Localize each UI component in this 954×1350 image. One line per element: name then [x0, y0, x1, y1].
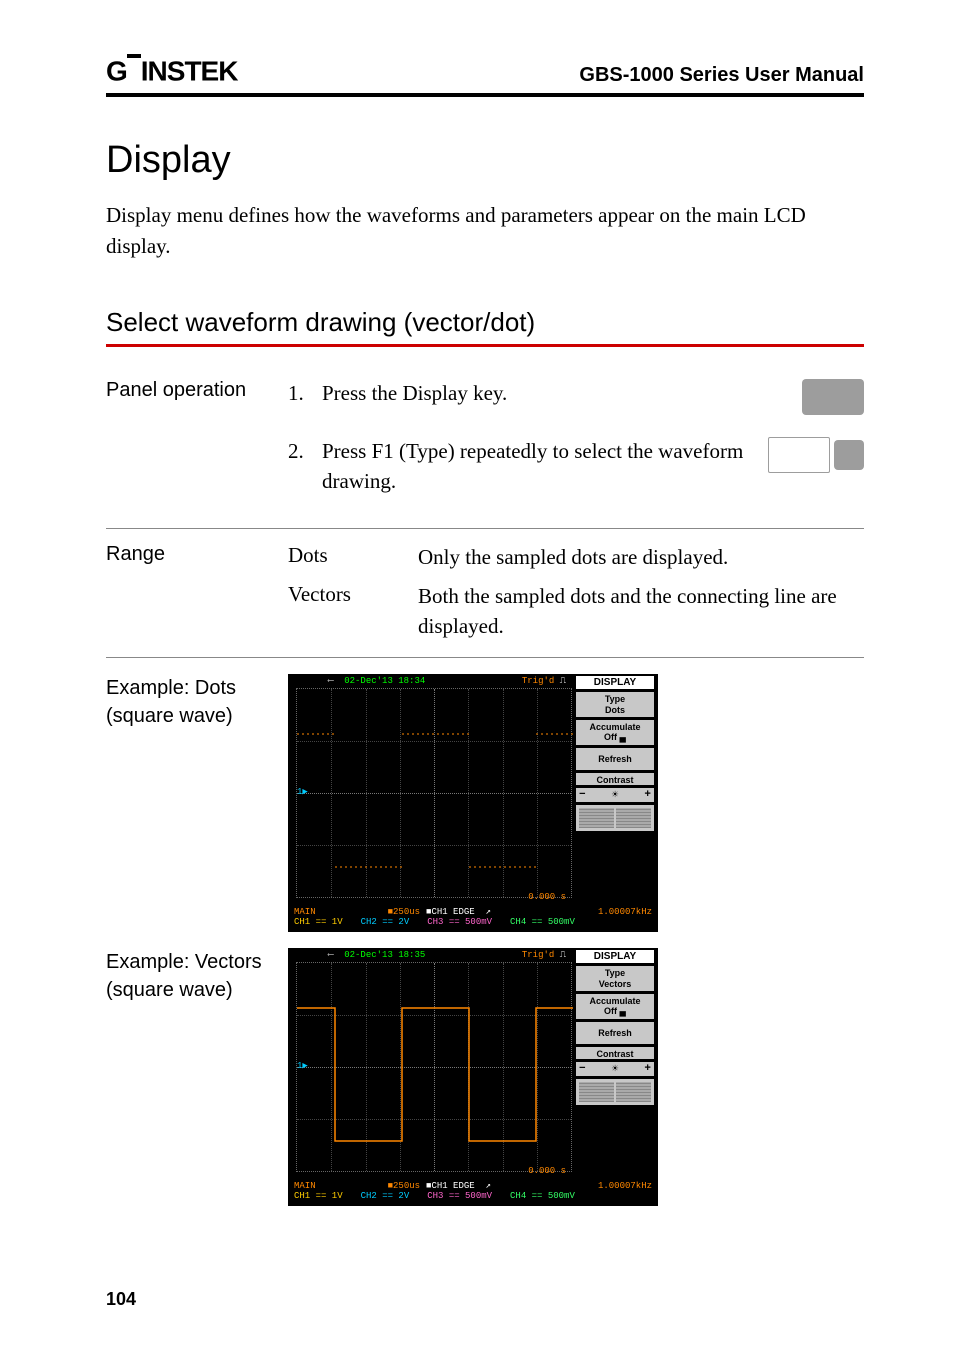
- scope-menu-grid-icons-2: [576, 1079, 654, 1105]
- scope-menu: DISPLAY Type Dots Accumulate Off ▄ Refre…: [576, 676, 654, 831]
- f1-key-icon: [768, 437, 864, 473]
- scope-bottom-bar-2: MAIN ■250us ■CH1 EDGE ↗ 1.00007kHz CH1 =…: [294, 1181, 652, 1203]
- example-vectors-label-l1: Example: Vectors: [106, 951, 262, 973]
- scope-menu-refresh: Refresh: [576, 748, 654, 770]
- scope-menu-type: Type Dots: [576, 692, 654, 717]
- manual-title: GBS-1000 Series User Manual: [579, 64, 864, 87]
- step-1: 1. Press the Display key.: [288, 379, 864, 415]
- step-2-text: Press F1 (Type) repeatedly to select the…: [322, 437, 748, 496]
- range-label: Range: [106, 543, 264, 651]
- range-row-vectors: Vectors Both the sampled dots and the co…: [288, 582, 864, 641]
- scope-menu-accumulate-2: Accumulate Off ▄: [576, 994, 654, 1019]
- scope-menu-contrast-slider-2: −☀+: [576, 1062, 654, 1076]
- scope-bottom-bar: MAIN ■250us ■CH1 EDGE ↗ 1.00007kHz CH1 =…: [294, 907, 652, 929]
- example-dots-label-l2: (square wave): [106, 705, 233, 727]
- scope-menu-title-2: DISPLAY: [576, 950, 654, 963]
- example-dots-label-l1: Example: Dots: [106, 677, 236, 699]
- page-header: GINSTEK GBS-1000 Series User Manual: [106, 54, 864, 87]
- scope-trig-label: Trig'd ⎍: [522, 676, 566, 686]
- section-intro: Display menu defines how the waveforms a…: [106, 200, 864, 261]
- scope-menu-title: DISPLAY: [576, 676, 654, 689]
- range-desc-dots: Only the sampled dots are displayed.: [418, 543, 864, 572]
- scope-screenshot-dots: ⟵ 02-Dec'13 18:34 Trig'd ⎍: [288, 674, 658, 932]
- scope-ch-marker-2: 1▶: [297, 1061, 308, 1071]
- rule-1: [106, 528, 864, 529]
- step-1-num: 1.: [288, 379, 310, 408]
- step-2: 2. Press F1 (Type) repeatedly to select …: [288, 437, 864, 496]
- scope-menu-accumulate: Accumulate Off ▄: [576, 720, 654, 745]
- header-rule: [106, 93, 864, 97]
- range-term-dots: Dots: [288, 543, 388, 572]
- range-row-dots: Dots Only the sampled dots are displayed…: [288, 543, 864, 572]
- rule-2: [106, 657, 864, 658]
- scope-zero-time-2: 0.000 s: [528, 1166, 566, 1176]
- display-key-icon: [802, 379, 864, 415]
- scope-timestamp: ⟵ 02-Dec'13 18:34: [328, 676, 425, 686]
- scope-zero-time: 0.000 s: [528, 892, 566, 902]
- panel-operation-steps: 1. Press the Display key. 2. Press F1 (T…: [288, 379, 864, 518]
- scope-ch-marker: 1▶: [297, 787, 308, 797]
- scope-grid-2: 1▶: [296, 962, 572, 1172]
- range-desc-vectors: Both the sampled dots and the connecting…: [418, 582, 864, 641]
- scope-menu-contrast: Contrast: [576, 773, 654, 785]
- step-2-num: 2.: [288, 437, 310, 466]
- scope-screenshot-vectors: ⟵ 02-Dec'13 18:35 Trig'd ⎍ 1▶ 0.000 s DI…: [288, 948, 658, 1206]
- page-number: 104: [106, 1289, 136, 1310]
- scope-menu-type-2: Type Vectors: [576, 966, 654, 991]
- scope-menu-refresh-2: Refresh: [576, 1022, 654, 1044]
- example-vectors-label: Example: Vectors (square wave): [106, 948, 264, 1206]
- scope-timestamp-2: ⟵ 02-Dec'13 18:35: [328, 950, 425, 960]
- step-1-text: Press the Display key.: [322, 379, 782, 408]
- red-rule: [106, 344, 864, 347]
- example-vectors-label-l2: (square wave): [106, 979, 233, 1001]
- example-vectors: Example: Vectors (square wave) ⟵ 02-Dec'…: [106, 948, 864, 1206]
- section-title: Display: [106, 139, 864, 182]
- range-block: Range Dots Only the sampled dots are dis…: [106, 543, 864, 651]
- scope-menu-contrast-2: Contrast: [576, 1047, 654, 1059]
- subsection-title: Select waveform drawing (vector/dot): [106, 307, 864, 338]
- range-term-vectors: Vectors: [288, 582, 388, 641]
- scope-menu-2: DISPLAY Type Vectors Accumulate Off ▄ Re…: [576, 950, 654, 1105]
- panel-operation-block: Panel operation 1. Press the Display key…: [106, 379, 864, 518]
- panel-operation-label: Panel operation: [106, 379, 264, 518]
- scope-menu-contrast-slider: −☀+: [576, 788, 654, 802]
- example-dots-label: Example: Dots (square wave): [106, 674, 264, 932]
- scope-grid: 1▶: [296, 688, 572, 898]
- scope-menu-grid-icons: [576, 805, 654, 831]
- scope-trig-label-2: Trig'd ⎍: [522, 950, 566, 960]
- example-dots: Example: Dots (square wave) ⟵ 02-Dec'13 …: [106, 674, 864, 932]
- brand-logo: GINSTEK: [106, 54, 237, 87]
